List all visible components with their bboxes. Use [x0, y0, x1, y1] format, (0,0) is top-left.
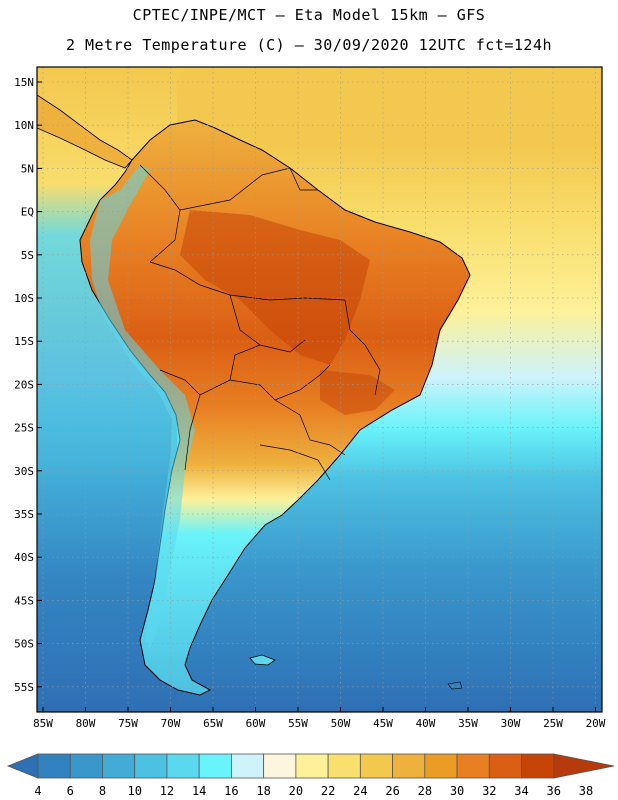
latitude-axis: 15N 10N 5N EQ 5S 10S 15S 20S 25S 30S 35S 40S 45S 50S 5…	[14, 76, 42, 694]
colorbar-swatch	[488, 753, 522, 779]
map-frame	[36, 66, 603, 713]
lat-label: EQ	[21, 206, 34, 219]
colorbar-swatch	[166, 753, 200, 779]
title-line-2: 2 Metre Temperature (C) – 30/09/2020 12U…	[65, 36, 553, 54]
lat-label: 5N	[21, 162, 34, 175]
colorbar-swatch	[134, 753, 168, 779]
lat-label: 30S	[14, 465, 34, 478]
lat-label: 20S	[14, 378, 34, 391]
colorbar-label: 16	[224, 784, 238, 798]
colorbar-label: 4	[34, 784, 41, 798]
colorbar-label: 34	[514, 784, 528, 798]
lon-label: 20W	[586, 717, 606, 730]
lat-label: 55S	[14, 681, 34, 694]
colorbar-left-arrow	[6, 753, 39, 779]
lon-label: 35W	[458, 717, 478, 730]
colorbar-label: 26	[385, 784, 399, 798]
colorbar-label: 32	[482, 784, 496, 798]
graticule-grid	[37, 67, 602, 712]
colorbar-label: 18	[256, 784, 270, 798]
lon-label: 30W	[501, 717, 521, 730]
colorbar-label: 30	[450, 784, 464, 798]
lon-label: 45W	[373, 717, 393, 730]
colorbar: 4 6 8 10 12 14 16 18 20 22 24 26 28 30 32 34 36 38	[6, 753, 615, 798]
lat-label: 50S	[14, 638, 34, 651]
colorbar-label: 10	[127, 784, 141, 798]
colorbar-label: 28	[418, 784, 432, 798]
lat-label: 15N	[14, 76, 34, 89]
lon-label: 25W	[543, 717, 563, 730]
colorbar-swatch	[102, 753, 136, 779]
hot-southeast-region	[320, 370, 395, 415]
colorbar-swatch	[359, 753, 393, 779]
hot-core-region	[180, 210, 370, 365]
central-america-landmass	[37, 94, 133, 169]
colorbar-swatch	[424, 753, 458, 779]
colorbar-right-arrow	[553, 753, 615, 779]
lat-label: 10S	[14, 292, 34, 305]
andes-cold-strip	[90, 165, 195, 650]
colorbar-swatch	[521, 753, 555, 779]
south-georgia-island	[447, 681, 463, 690]
lat-label: 25S	[14, 422, 34, 435]
colorbar-swatch	[231, 753, 265, 779]
lon-label: 75W	[118, 717, 138, 730]
lat-label: 5S	[21, 249, 34, 262]
lon-label: 70W	[161, 717, 181, 730]
colorbar-swatch	[392, 753, 426, 779]
longitude-axis: 85W 80W 75W 70W 65W 60W 55W 50W 45W 40W 35W 30W 25W 2…	[33, 707, 606, 730]
colorbar-label: 20	[289, 784, 303, 798]
title-line-1: CPTEC/INPE/MCT – Eta Model 15km – GFS	[132, 6, 486, 24]
lat-label: 40S	[14, 551, 34, 564]
colorbar-label: 12	[160, 784, 174, 798]
lat-label: 15S	[14, 335, 34, 348]
colorbar-swatch	[456, 753, 490, 779]
colorbar-label: 38	[579, 784, 593, 798]
colorbar-label: 24	[353, 784, 367, 798]
lon-label: 60W	[246, 717, 266, 730]
lon-label: 85W	[33, 717, 53, 730]
colorbar-swatch	[295, 753, 329, 779]
lon-label: 55W	[288, 717, 308, 730]
falkland-islands	[249, 654, 276, 666]
colorbar-swatch	[37, 753, 71, 779]
colorbar-label: 22	[321, 784, 335, 798]
country-borders	[139, 164, 381, 481]
colorbar-label: 36	[547, 784, 561, 798]
colorbar-swatch	[327, 753, 361, 779]
lat-label: 10N	[14, 119, 34, 132]
lat-label: 45S	[14, 594, 34, 607]
colorbar-swatch	[198, 753, 232, 779]
colorbar-label: 6	[67, 784, 74, 798]
lon-label: 40W	[416, 717, 436, 730]
colorbar-swatch	[69, 753, 103, 779]
colorbar-swatch	[263, 753, 297, 779]
lat-label: 35S	[14, 508, 34, 521]
lon-label: 80W	[76, 717, 96, 730]
lon-label: 65W	[203, 717, 223, 730]
lon-label: 50W	[331, 717, 351, 730]
colorbar-label: 14	[192, 784, 206, 798]
colorbar-label: 8	[99, 784, 106, 798]
